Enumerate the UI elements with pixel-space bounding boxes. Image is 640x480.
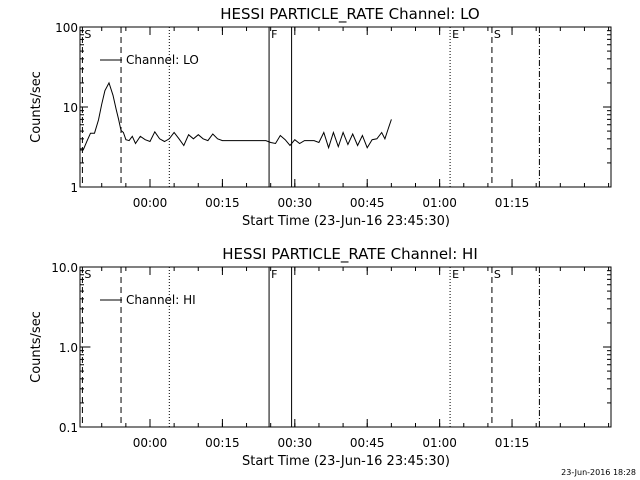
y-tick-label: 10.0 <box>51 261 78 275</box>
axis-ticks: 0.1 1.0 10.0 00:00 00:15 00:30 00:45 01:00 01:15 <box>51 261 611 450</box>
x-tick-label: 00:15 <box>205 196 240 210</box>
event-marker: S <box>84 28 91 41</box>
x-axis-label: Start Time (23-Jun-16 23:45:30) <box>242 454 450 469</box>
x-axis-label: Start Time (23-Jun-16 23:45:30) <box>242 214 450 229</box>
chart-panel-lo: HESSI PARTICLE_RATE Channel: LO Counts/s… <box>29 5 612 229</box>
y-axis-label: Counts/sec <box>29 311 44 383</box>
x-tick-label: 00:30 <box>278 436 313 450</box>
series-line-lo <box>80 81 392 151</box>
x-tick-label: 00:45 <box>350 196 385 210</box>
series-group <box>80 81 392 151</box>
plot-frame <box>79 266 612 428</box>
event-lines <box>81 267 540 427</box>
x-tick-label: 01:00 <box>422 196 457 210</box>
x-tick-label: 01:15 <box>495 196 530 210</box>
y-tick-label: 0.1 <box>59 421 78 435</box>
plot-frame <box>79 26 612 188</box>
y-tick-label: 1.0 <box>59 341 78 355</box>
event-marker: S <box>494 28 501 41</box>
y-axis-label: Counts/sec <box>29 71 44 143</box>
x-tick-label: 00:00 <box>133 196 168 210</box>
y-tick-label: 100 <box>55 21 78 35</box>
x-tick-label: 00:30 <box>278 196 313 210</box>
event-marker: F <box>271 28 277 41</box>
x-tick-label: 01:15 <box>495 436 530 450</box>
x-tick-label: 00:15 <box>205 436 240 450</box>
y-tick-label: 10 <box>63 101 78 115</box>
axis-ticks: 1 10 100 00:00 00:15 00:30 00:45 01:00 01:15 <box>55 21 611 210</box>
x-tick-label: 00:45 <box>350 436 385 450</box>
legend-label: Channel: LO <box>126 53 199 67</box>
event-marker: S <box>494 268 501 281</box>
event-lines <box>81 27 540 187</box>
chart-panel-hi: HESSI PARTICLE_RATE Channel: HI Counts/s… <box>29 245 612 469</box>
event-marker: F <box>271 268 277 281</box>
plot-timestamp: 23-Jun-2016 18:28 <box>561 468 636 477</box>
event-marker: E <box>452 268 459 281</box>
y-tick-label: 1 <box>70 181 78 195</box>
chart-title: HESSI PARTICLE_RATE Channel: HI <box>222 245 478 264</box>
legend-label: Channel: HI <box>126 293 196 307</box>
event-marker: E <box>452 28 459 41</box>
chart-title: HESSI PARTICLE_RATE Channel: LO <box>220 5 479 24</box>
x-tick-label: 01:00 <box>422 436 457 450</box>
event-marker: S <box>84 268 91 281</box>
x-tick-label: 00:00 <box>133 436 168 450</box>
